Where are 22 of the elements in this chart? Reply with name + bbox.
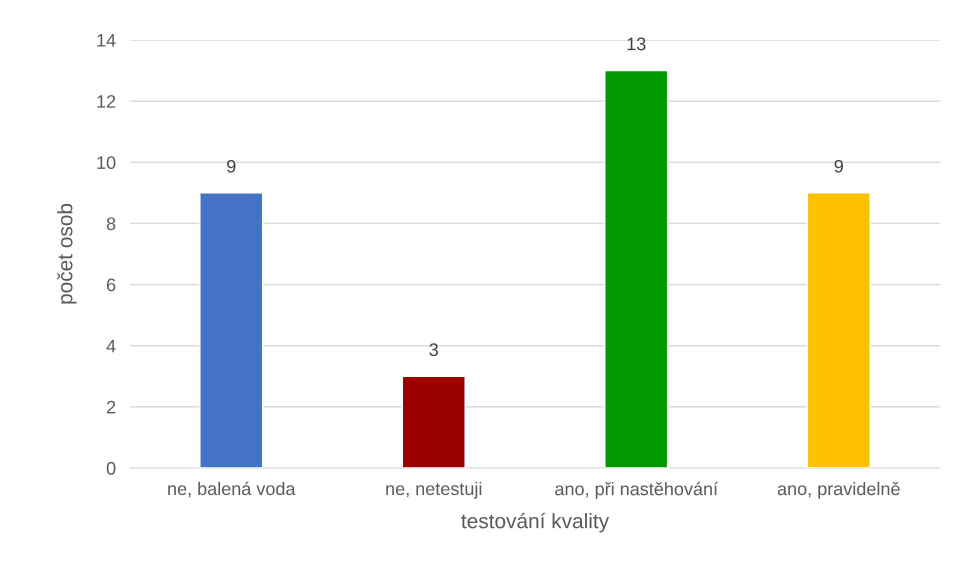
y-tick-label: 8 [106,217,116,230]
y-tick-label: 12 [97,95,116,108]
y-tick-label: 4 [106,340,116,352]
y-tick-label: 2 [106,400,116,414]
y-tick-label: 14 [97,34,116,47]
bar [604,70,668,468]
y-axis-title: počet osob [57,204,77,304]
x-tick-label: ano, při nastěhování [555,482,718,499]
bar [199,192,264,468]
data-label: 9 [834,160,843,173]
y-tick-label: 6 [106,278,116,292]
x-tick-label: ano, pravidelně [778,482,900,499]
x-axis-title: testování kvality [461,512,610,532]
data-label: 13 [628,38,646,50]
bar [402,376,466,468]
data-label: 9 [227,160,236,173]
y-tick-label: 0 [106,462,116,475]
x-tick-label: ne, netestuji [386,482,482,499]
bar [806,192,871,468]
data-label: 3 [429,343,438,356]
x-tick-label: ne, balená voda [168,482,296,498]
y-tick-label: 10 [97,156,116,170]
